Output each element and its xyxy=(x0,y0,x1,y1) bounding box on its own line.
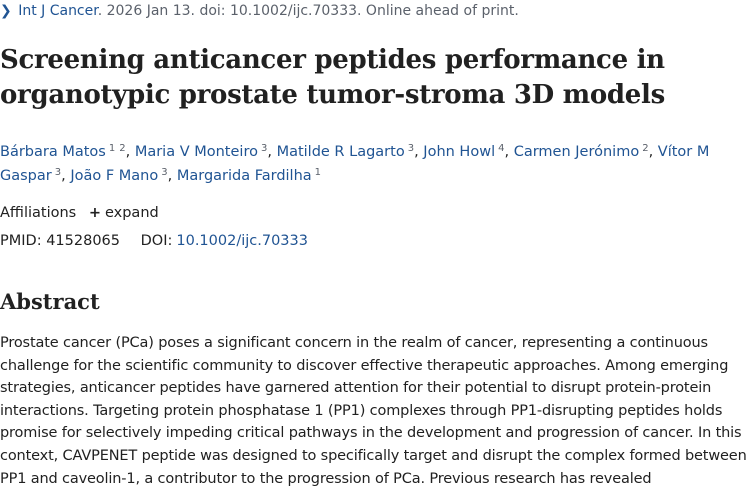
author-affiliation-refs: 4 xyxy=(498,143,504,154)
affiliation-ref[interactable]: 2 xyxy=(642,143,649,154)
abstract-text: Prostate cancer (PCa) poses a significan… xyxy=(0,335,747,487)
doi-label: DOI: xyxy=(140,233,173,249)
author-separator: , xyxy=(648,144,658,160)
affiliation-ref[interactable]: 3 xyxy=(161,167,168,178)
affiliation-ref[interactable]: 3 xyxy=(54,167,62,178)
author-list: Bárbara Matos 1 2, Maria V Monteiro 3, Mati… xyxy=(0,140,748,188)
expand-affiliations-button[interactable]: + expand xyxy=(89,205,159,221)
article-title: Screening anticancer peptides performanc… xyxy=(0,45,665,110)
expand-label: expand xyxy=(104,205,159,221)
author-affiliation-refs: 3 xyxy=(55,167,61,178)
author-separator: , xyxy=(61,168,71,184)
pmid-value: 41528065 xyxy=(46,233,121,249)
author-affiliation-refs: 3 xyxy=(408,143,414,154)
affiliation-ref[interactable]: 2 xyxy=(119,143,126,154)
author-separator: , xyxy=(167,168,177,184)
author-name-link[interactable]: Maria V Monteiro xyxy=(134,144,258,160)
author-name-link[interactable]: Carmen Jerónimo xyxy=(513,144,640,160)
author-name-link[interactable]: Vítor M Gaspar xyxy=(0,144,710,184)
affiliation-ref[interactable]: 3 xyxy=(260,143,268,154)
abstract-heading: Abstract xyxy=(0,289,100,314)
author-name-link[interactable]: João F Mano xyxy=(70,168,159,184)
author-affiliation-refs: 3 xyxy=(161,167,167,178)
author-name-link[interactable]: John Howl xyxy=(423,144,496,160)
doi-link[interactable]: 10.1002/ijc.70333 xyxy=(176,233,308,249)
affiliation-ref[interactable]: 3 xyxy=(407,143,415,154)
affiliation-ref[interactable]: 4 xyxy=(498,143,505,154)
affiliation-ref[interactable]: 1 xyxy=(314,167,322,178)
author-item: Matilde R Lagarto 3 xyxy=(276,143,415,161)
author-separator: , xyxy=(267,144,277,160)
author-item: Carmen Jerónimo 2 xyxy=(513,143,649,161)
author-affiliation-refs: 2 xyxy=(642,143,648,154)
author-item: Margarida Fardilha 1 xyxy=(176,167,321,185)
author-item: João F Mano 3 xyxy=(70,167,167,185)
author-affiliation-refs: 3 xyxy=(261,143,267,154)
affiliations-row: Affiliations + expand xyxy=(0,205,159,221)
affiliation-ref[interactable]: 1 xyxy=(108,143,116,154)
affiliations-label: Affiliations xyxy=(0,205,77,221)
author-separator: , xyxy=(414,144,424,160)
author-name-link[interactable]: Margarida Fardilha xyxy=(176,168,312,184)
author-separator: , xyxy=(504,144,514,160)
author-item: Vítor M Gaspar 3 xyxy=(0,144,709,184)
author-item: Bárbara Matos 1 2 xyxy=(0,143,126,161)
pmid-label: PMID: xyxy=(0,233,42,249)
citation-details: . 2026 Jan 13. doi: 10.1002/ijc.70333. O… xyxy=(97,3,519,19)
journal-link[interactable]: Int J Cancer xyxy=(18,3,98,19)
citation-line: ❯ Int J Cancer. 2026 Jan 13. doi: 10.100… xyxy=(0,3,519,19)
author-item: John Howl 4 xyxy=(423,143,504,161)
author-name-link[interactable]: Matilde R Lagarto xyxy=(276,144,405,160)
identifiers-row: PMID: 41528065 DOI: 10.1002/ijc.70333 xyxy=(0,233,308,249)
author-name-link[interactable]: Bárbara Matos xyxy=(0,144,106,160)
chevron-right-icon[interactable]: ❯ xyxy=(0,3,12,19)
author-separator: , xyxy=(125,144,135,160)
author-item: Maria V Monteiro 3 xyxy=(134,143,268,161)
plus-icon: + xyxy=(88,205,101,221)
author-affiliation-refs: 1 xyxy=(315,167,321,178)
